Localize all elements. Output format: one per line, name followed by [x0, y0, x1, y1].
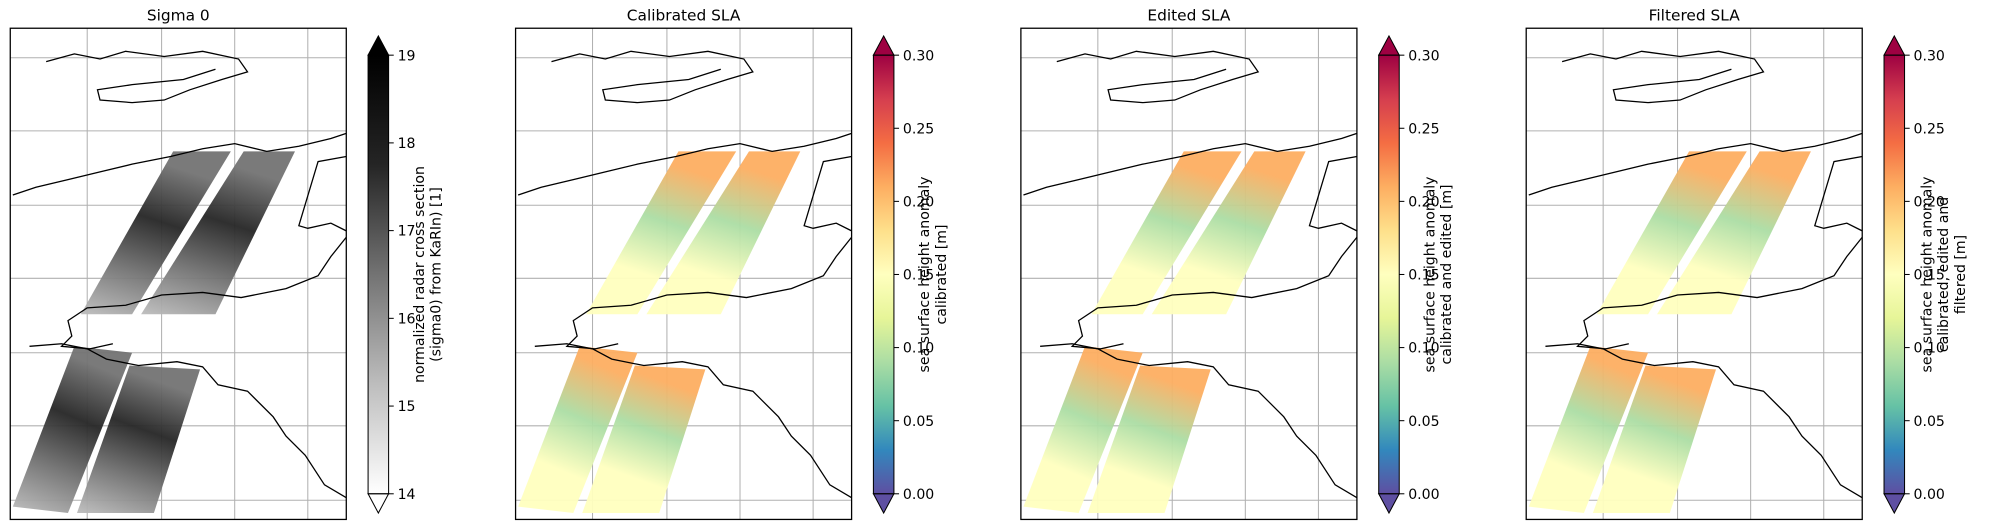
colorbar-tick-label: 0.00 — [903, 487, 934, 503]
colorbar-tick-label: 0.10 — [1408, 341, 1439, 357]
swath — [1023, 346, 1143, 514]
panel-title: Filtered SLA — [1649, 7, 1741, 25]
colorbar-label: (sigma0) from KaRIn) [1] — [429, 187, 445, 362]
map-panel — [9, 27, 347, 521]
coastline — [1040, 343, 1358, 499]
colorbar-tick-label: 0.05 — [1914, 414, 1945, 430]
colorbar-label: sea surface height anomaly — [1423, 177, 1439, 373]
colorbar-tick-label: 0.05 — [903, 414, 934, 430]
colorbar-extend-max — [367, 34, 390, 56]
colorbar-extend-min — [872, 493, 895, 515]
panel-title: Calibrated SLA — [627, 7, 741, 25]
swath — [76, 365, 201, 514]
colorbar-extend-min — [1883, 493, 1906, 515]
swath — [1151, 151, 1306, 315]
colorbar-label: sea surface height anomaly — [1919, 177, 1935, 373]
swath — [141, 151, 295, 315]
colorbar-tick-label: 0.15 — [903, 268, 934, 284]
colorbar-tick-label: 0.25 — [903, 121, 934, 137]
colorbar-tick-label: 0.20 — [1914, 195, 1945, 211]
map-panel — [1020, 27, 1358, 521]
colorbar-tick-label: 18 — [398, 136, 416, 152]
colorbar-extend-min — [1377, 493, 1401, 515]
coastline — [1545, 343, 1863, 499]
colorbar-tick-label: 15 — [398, 399, 416, 415]
swath — [80, 151, 231, 315]
swath — [1596, 151, 1747, 315]
coastline — [1528, 132, 1863, 196]
coastline — [1561, 50, 1765, 104]
colorbar-tick-label: 0.15 — [1914, 268, 1945, 284]
swath — [1657, 151, 1811, 315]
colorbar-tick-label: 16 — [398, 311, 416, 327]
colorbar-tick-label: 0.05 — [1408, 414, 1439, 430]
coastline — [1056, 50, 1260, 104]
coastline — [551, 50, 754, 104]
swath — [586, 151, 737, 315]
swath — [518, 346, 638, 514]
colorbar — [873, 55, 894, 494]
map-panel — [514, 27, 853, 521]
colorbar-label: sea surface height anomaly — [917, 177, 933, 373]
colorbar-tick-label: 0.30 — [1408, 48, 1439, 64]
colorbar-extend-max — [1883, 34, 1906, 56]
colorbar-label: filtered [m] — [1953, 235, 1969, 314]
swath — [1528, 346, 1649, 514]
colorbar-label: calibrated, edited and — [1936, 197, 1952, 352]
colorbar — [1378, 55, 1400, 494]
colorbar-extend-min — [367, 493, 390, 515]
coastline — [298, 155, 347, 232]
coastline — [517, 132, 852, 196]
coastline — [29, 343, 347, 499]
colorbar-tick-label: 17 — [398, 224, 416, 240]
colorbar-label: normalized radar cross section — [412, 166, 428, 383]
panel-title: Sigma 0 — [147, 7, 210, 25]
colorbar-tick-label: 0.20 — [903, 195, 934, 211]
colorbar-tick-label: 0.15 — [1408, 268, 1439, 284]
colorbar-extend-max — [1377, 34, 1401, 56]
coastline — [1023, 132, 1358, 196]
colorbar-tick-label: 0.30 — [903, 48, 934, 64]
coastline — [46, 50, 249, 104]
colorbar — [368, 55, 389, 494]
swath — [582, 365, 706, 514]
coastline — [534, 343, 852, 499]
coastline — [803, 155, 852, 232]
colorbar-tick-label: 0.00 — [1914, 487, 1945, 503]
colorbar-label: calibrated and edited [m] — [1439, 184, 1455, 364]
axes-frame — [1525, 27, 1863, 521]
map-panel — [1525, 27, 1863, 521]
swath — [646, 151, 801, 315]
swath — [1091, 151, 1242, 315]
colorbar-label: calibrated [m] — [934, 225, 950, 325]
colorbar — [1884, 55, 1905, 494]
colorbar-tick-label: 0.10 — [903, 341, 934, 357]
coastline — [12, 132, 347, 196]
coastline — [1813, 155, 1863, 232]
colorbar-frame — [367, 54, 390, 495]
colorbar-tick-label: 0.20 — [1408, 195, 1439, 211]
swath — [1087, 365, 1211, 514]
colorbar-tick-label: 0.30 — [1914, 48, 1945, 64]
colorbar-tick-label: 14 — [398, 487, 416, 503]
axes-frame — [514, 27, 853, 521]
axes-frame — [1020, 27, 1358, 521]
colorbar-extend-max — [872, 34, 895, 56]
colorbar-tick-label: 0.25 — [1408, 121, 1439, 137]
coastline — [1308, 155, 1358, 232]
colorbar-tick-label: 19 — [398, 48, 416, 64]
colorbar-tick-label: 0.25 — [1914, 121, 1945, 137]
swath — [12, 346, 133, 514]
axes-frame — [9, 27, 347, 521]
colorbar-tick-label: 0.10 — [1914, 341, 1945, 357]
swath — [1592, 365, 1717, 514]
colorbar-tick-label: 0.00 — [1408, 487, 1439, 503]
panel-title: Edited SLA — [1147, 7, 1231, 25]
